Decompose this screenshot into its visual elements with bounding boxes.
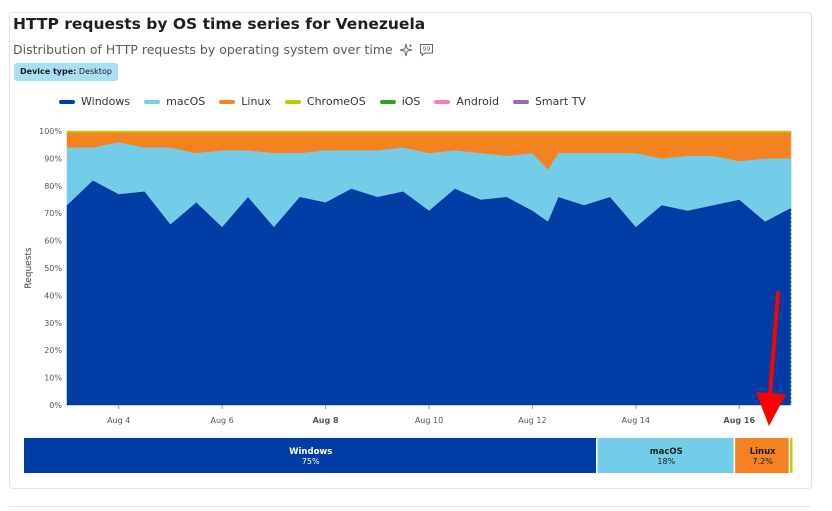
summary-segment-label: macOS (650, 447, 683, 457)
summary-segment-linux[interactable] (735, 438, 789, 473)
x-tick-label: Aug 14 (622, 416, 650, 425)
legend-item-macos[interactable]: macOS (144, 95, 205, 108)
legend-item-smart-tv[interactable]: Smart TV (512, 95, 586, 108)
y-tick-label: 70% (44, 209, 62, 218)
chart-legend: Windows macOS Linux ChromeOS iOS Android Smart… (59, 95, 586, 108)
chart-subtitle: Distribution of HTTP requests by operati… (13, 42, 433, 57)
x-tick-label: Aug 4 (107, 416, 130, 425)
x-tick-label: Aug 6 (211, 416, 234, 425)
legend-swatch (379, 99, 396, 104)
legend-item-ios[interactable]: iOS (379, 95, 421, 108)
svg-text:99: 99 (422, 46, 430, 53)
legend-item-linux[interactable]: Linux (219, 95, 271, 108)
legend-label: Smart TV (534, 95, 586, 108)
sparkle-icon[interactable] (399, 43, 413, 57)
legend-item-windows[interactable]: Windows (59, 95, 130, 108)
legend-label: Android (456, 95, 499, 108)
legend-label: macOS (166, 95, 206, 108)
legend-label: Windows (81, 95, 131, 108)
legend-swatch (284, 99, 301, 104)
y-tick-label: 20% (44, 346, 62, 355)
y-tick-label: 30% (44, 319, 62, 328)
badge-value: Desktop (78, 67, 112, 76)
area-series-chromeos[interactable] (66, 130, 792, 133)
x-tick-label: Aug 12 (518, 416, 546, 425)
y-tick-label: 40% (44, 291, 62, 300)
quote-icon[interactable]: 99 (419, 43, 433, 57)
y-axis-title: Requests (24, 247, 34, 289)
legend-swatch (434, 99, 451, 104)
summary-segment-pct: 7.2% (752, 457, 773, 466)
subtitle-text: Distribution of HTTP requests by operati… (13, 42, 393, 57)
summary-segment-macos[interactable] (597, 438, 734, 473)
legend-item-chromeos[interactable]: ChromeOS (284, 95, 366, 108)
y-tick-label: 100% (39, 127, 62, 136)
x-tick-label: Aug 8 (313, 416, 339, 425)
legend-swatch (144, 99, 161, 104)
legend-swatch (59, 99, 75, 104)
y-tick-label: 80% (44, 182, 62, 191)
legend-swatch (512, 99, 529, 104)
x-tick-label: Aug 16 (724, 416, 756, 425)
summary-segment-chromeos[interactable] (790, 438, 793, 473)
y-tick-label: 60% (44, 237, 62, 246)
legend-swatch (219, 99, 236, 104)
summary-segment-label: Windows (289, 447, 332, 457)
legend-label: ChromeOS (306, 95, 366, 108)
page-title: HTTP requests by OS time series for Vene… (13, 15, 426, 33)
y-tick-label: 90% (44, 154, 62, 163)
summary-segment-pct: 18% (657, 457, 675, 466)
summary-segment-pct: 75% (302, 457, 320, 466)
y-tick-label: 10% (44, 374, 62, 383)
annotation-arrow-head (756, 392, 786, 426)
y-tick-label: 0% (49, 401, 62, 410)
x-tick-label: Aug 10 (415, 416, 443, 425)
device-type-badge[interactable]: Device type: Desktop (14, 63, 118, 81)
legend-item-android[interactable]: Android (434, 95, 499, 108)
divider (9, 506, 810, 507)
badge-label: Device type: (20, 67, 77, 76)
legend-label: iOS (401, 95, 421, 108)
y-tick-label: 50% (44, 264, 62, 273)
annotation-arrow-shaft (768, 291, 780, 397)
summary-segment-label: Linux (750, 447, 776, 457)
legend-label: Linux (241, 95, 271, 108)
summary-segment-windows[interactable] (24, 438, 596, 473)
